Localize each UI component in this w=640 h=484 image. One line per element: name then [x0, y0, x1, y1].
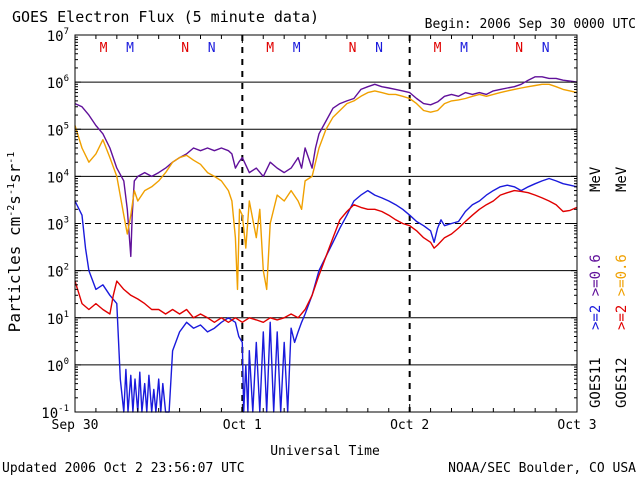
grid-layer: [75, 35, 577, 412]
event-marker: M: [460, 41, 468, 56]
y-axis-title-s: s: [5, 195, 24, 205]
y-axis-title-exp2: -1: [6, 183, 17, 195]
svg-text:Particles cm-2s-1sr-1: Particles cm-2s-1sr-1: [5, 152, 24, 333]
event-marker: N: [208, 41, 216, 56]
y-tick-label: 103: [47, 216, 69, 234]
y-tick-label: 102: [47, 263, 69, 281]
y-tick-label: 104: [47, 168, 69, 186]
series-line-1: [74, 83, 578, 291]
right-legend: GOES11 >=2 >=0.6 MeV GOES12 >=2 >=0.6 MeV: [588, 166, 630, 408]
legend-item: >=0.6: [614, 254, 630, 296]
x-tick-label: Sep 30: [52, 418, 99, 433]
y-axis-title-exp3: -1: [6, 152, 17, 164]
y-tick-label: 107: [47, 27, 69, 45]
series-layer: [74, 76, 578, 413]
event-marker: M: [100, 41, 108, 56]
legend-item: >=0.6: [588, 254, 604, 296]
legend-satellite: GOES11: [588, 357, 604, 408]
y-axis-title-exp1: -2: [6, 205, 17, 217]
legend-unit: MeV: [588, 166, 604, 192]
x-tick-label: Oct 1: [223, 418, 262, 433]
chart-title: GOES Electron Flux (5 minute data): [12, 8, 319, 26]
begin-label: Begin: 2006 Sep 30 0000 UTC: [425, 17, 636, 32]
event-marker: M: [293, 41, 301, 56]
y-tick-label: 106: [47, 74, 69, 92]
legend-group: >=2 >=0.6: [614, 254, 630, 330]
series-line-0: [74, 76, 578, 258]
y-axis-title-sr: sr: [5, 163, 24, 183]
legend-item: >=2: [588, 296, 604, 330]
series-line-3: [74, 189, 578, 323]
legend-satellite: GOES12: [614, 357, 630, 408]
legend-item: >=2: [614, 296, 630, 330]
event-marker: M: [434, 41, 442, 56]
x-axis-label: Universal Time: [270, 444, 380, 459]
y-tick-label: 105: [47, 121, 69, 139]
x-tick-label: Oct 2: [390, 418, 429, 433]
event-marker: M: [266, 41, 274, 56]
y-tick-label: 10-1: [41, 404, 69, 422]
legend-group: >=2 >=0.6: [588, 254, 604, 330]
updated-label: Updated 2006 Oct 2 23:56:07 UTC: [2, 461, 245, 476]
series-line-2: [74, 177, 578, 413]
event-marker: N: [375, 41, 383, 56]
x-tick-label: Oct 3: [557, 418, 596, 433]
credit-label: NOAA/SEC Boulder, CO USA: [448, 461, 636, 476]
event-marker: M: [126, 41, 134, 56]
event-marker: N: [181, 41, 189, 56]
event-marker: N: [515, 41, 523, 56]
y-tick-label: 100: [47, 357, 69, 375]
y-axis-title: Particles cm-2s-1sr-1: [5, 152, 24, 333]
event-marker: N: [349, 41, 357, 56]
legend-unit: MeV: [614, 166, 630, 192]
y-tick-label: 101: [47, 310, 69, 328]
y-axis-title-base: Particles cm: [5, 217, 24, 333]
event-marker: N: [542, 41, 550, 56]
